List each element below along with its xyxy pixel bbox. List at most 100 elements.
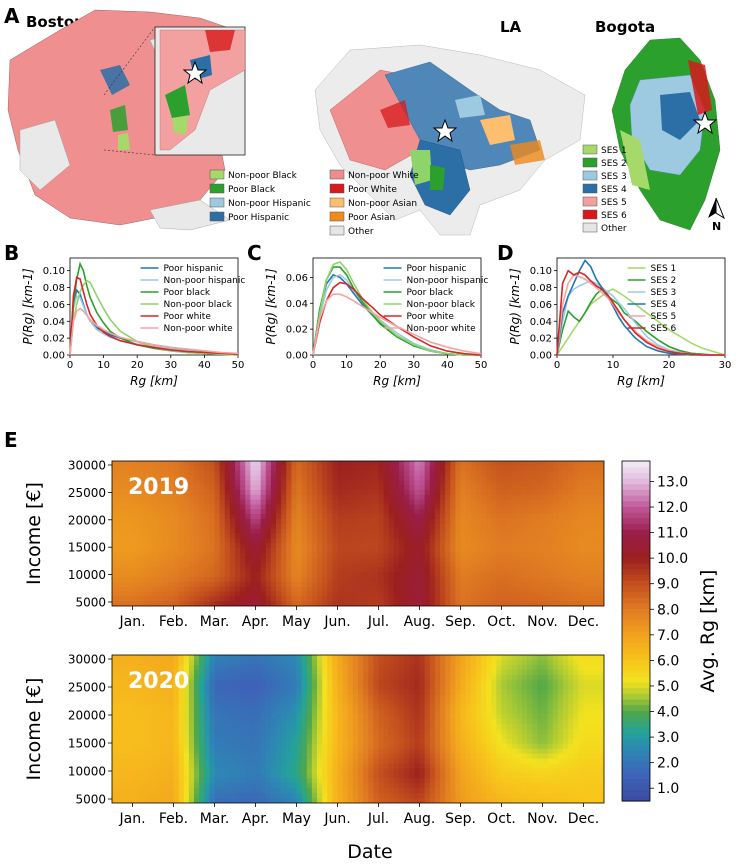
heatmap-cell bbox=[593, 694, 600, 700]
heatmap-cell bbox=[378, 689, 385, 696]
heatmap-cell bbox=[327, 743, 333, 750]
heatmap-cell bbox=[265, 699, 272, 705]
heatmap-cell bbox=[598, 719, 604, 725]
heatmap-cell bbox=[450, 567, 456, 573]
heatmap-cell bbox=[440, 480, 446, 486]
heatmap-cell bbox=[229, 664, 236, 671]
heatmap-cell bbox=[352, 461, 359, 467]
heatmap-cell bbox=[194, 704, 200, 710]
heatmap-cell bbox=[445, 729, 451, 735]
heatmap-cell bbox=[188, 689, 195, 696]
heatmap-cell bbox=[112, 669, 118, 676]
heatmap-cell bbox=[516, 519, 523, 525]
heatmap-cell bbox=[337, 514, 344, 520]
heatmap-cell bbox=[188, 519, 195, 525]
heatmap-cell bbox=[475, 689, 482, 696]
month-label: Jul. bbox=[367, 614, 389, 630]
heatmap-cell bbox=[532, 470, 538, 477]
heatmap-cell bbox=[440, 601, 446, 606]
heatmap-cell bbox=[286, 572, 292, 578]
heatmap-cell bbox=[496, 699, 503, 705]
heatmap-cell bbox=[470, 461, 477, 467]
heatmap-cell bbox=[542, 714, 549, 720]
heatmap-cell bbox=[337, 490, 344, 496]
heatmap-cell bbox=[322, 461, 328, 467]
heatmap-cell bbox=[486, 729, 492, 735]
heatmap-cell bbox=[137, 485, 144, 491]
heatmap-cell bbox=[501, 733, 508, 740]
heatmap-cell bbox=[153, 577, 159, 583]
heatmap-cell bbox=[506, 674, 513, 681]
heatmap-cell bbox=[265, 514, 272, 520]
legend-label: SES 4 bbox=[601, 185, 627, 195]
heatmap-cell bbox=[460, 704, 467, 710]
heatmap-cell bbox=[506, 480, 513, 486]
heatmap-cell bbox=[183, 475, 190, 481]
heatmap-cell bbox=[142, 485, 149, 491]
heatmap-cell bbox=[209, 659, 216, 666]
heatmap-cell bbox=[542, 465, 549, 472]
heatmap-cell bbox=[511, 552, 518, 559]
heatmap-cell bbox=[537, 664, 544, 671]
heatmap-cell bbox=[142, 538, 149, 544]
heatmap-cell bbox=[194, 664, 200, 671]
heatmap-cell bbox=[250, 577, 257, 583]
heatmap-cell bbox=[527, 485, 533, 491]
heatmap-cell bbox=[409, 475, 415, 481]
heatmap-cell bbox=[301, 465, 308, 472]
heatmap-cell bbox=[481, 519, 487, 525]
heatmap-cell bbox=[127, 586, 134, 593]
heatmap-cell bbox=[404, 548, 410, 554]
heatmap-cell bbox=[368, 709, 374, 715]
heatmap-cell bbox=[511, 533, 518, 539]
heatmap-cell bbox=[173, 485, 180, 491]
heatmap-cell bbox=[450, 504, 456, 510]
heatmap-cell bbox=[527, 699, 533, 705]
heatmap-cell bbox=[363, 655, 369, 661]
heatmap-cell bbox=[296, 475, 303, 481]
heatmap-cell bbox=[214, 548, 221, 554]
heatmap-cell bbox=[281, 577, 287, 583]
heatmap-cell bbox=[542, 664, 549, 671]
heatmap-cell bbox=[337, 475, 344, 481]
heatmap-cell bbox=[445, 557, 451, 564]
heatmap-cell bbox=[440, 509, 446, 515]
heatmap-cell bbox=[429, 528, 436, 535]
heatmap-cell bbox=[342, 567, 349, 573]
heatmap-cell bbox=[455, 465, 462, 472]
heatmap-cell bbox=[506, 552, 513, 559]
heatmap-cell bbox=[260, 581, 267, 588]
heatmap-cell bbox=[306, 738, 313, 745]
heatmap-cell bbox=[404, 504, 410, 510]
heatmap-cell bbox=[240, 577, 246, 583]
heatmap-cell bbox=[311, 699, 318, 705]
heatmap-cell bbox=[132, 470, 139, 477]
heatmap-cell bbox=[255, 499, 262, 506]
heatmap-cell bbox=[352, 596, 359, 602]
heatmap-cell bbox=[342, 538, 349, 544]
heatmap-cell bbox=[281, 528, 287, 535]
heatmap-cell bbox=[486, 533, 492, 539]
heatmap-cell bbox=[317, 538, 323, 544]
heatmap-cell bbox=[578, 475, 585, 481]
heatmap-cell bbox=[583, 729, 590, 735]
heatmap-cell bbox=[434, 719, 441, 725]
heatmap-cell bbox=[414, 465, 421, 472]
heatmap-cell bbox=[450, 519, 456, 525]
heatmap-cell bbox=[301, 704, 308, 710]
heatmap-cell bbox=[327, 748, 333, 755]
heatmap-cell bbox=[117, 674, 123, 681]
heatmap-cell bbox=[440, 461, 446, 467]
heatmap-cell bbox=[291, 694, 298, 700]
heatmap-cell bbox=[229, 494, 236, 501]
heatmap-cell bbox=[583, 548, 590, 554]
heatmap-cell bbox=[199, 572, 205, 578]
heatmap-cell bbox=[378, 499, 385, 506]
heatmap-cell bbox=[214, 669, 221, 676]
heatmap-cell bbox=[424, 523, 431, 530]
heatmap-cell bbox=[573, 533, 579, 539]
heatmap-cell bbox=[393, 519, 400, 525]
heatmap-cell bbox=[306, 528, 313, 535]
heatmap-cell bbox=[178, 699, 185, 705]
heatmap-cell bbox=[440, 591, 446, 597]
